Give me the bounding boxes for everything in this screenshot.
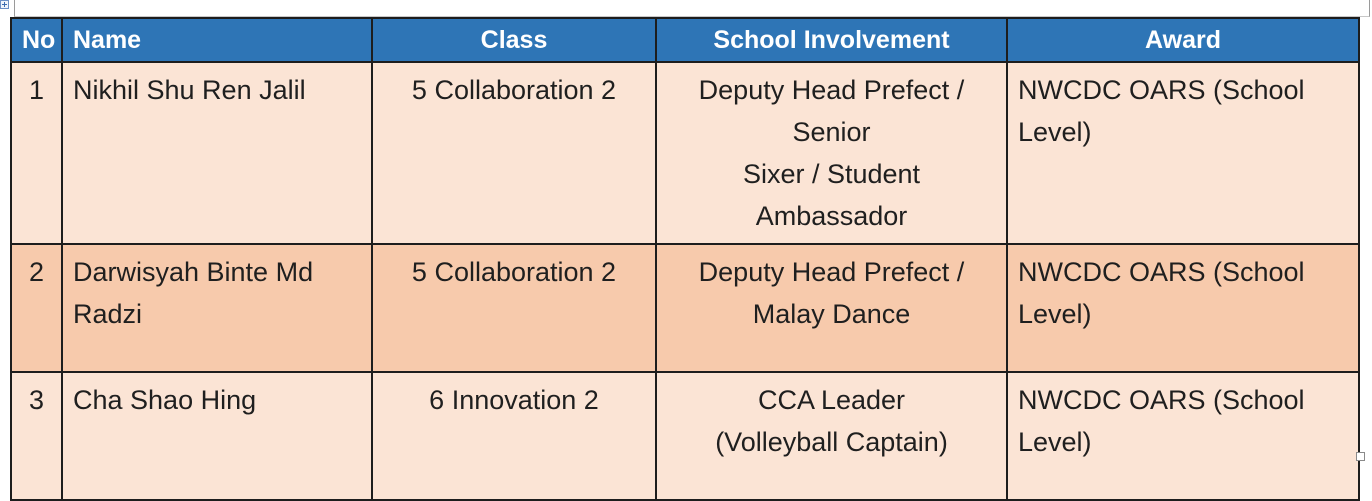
previous-table-edge	[14, 0, 1370, 17]
header-class[interactable]: Class	[371, 17, 657, 63]
cell-school-involvement[interactable]: CCA Leader (Volleyball Captain)	[655, 371, 1008, 501]
cell-class[interactable]: 5 Collaboration 2	[371, 61, 657, 245]
cell-school-involvement[interactable]: Deputy Head Prefect / Senior Sixer / Stu…	[655, 61, 1008, 245]
header-school-involvement[interactable]: School Involvement	[655, 17, 1008, 63]
cell-class[interactable]: 6 Innovation 2	[371, 371, 657, 501]
table-row: 2 Darwisyah Binte Md Radzi 5 Collaborati…	[10, 243, 1360, 373]
cell-award[interactable]: NWCDC OARS (School Level)	[1006, 61, 1360, 245]
header-award[interactable]: Award	[1006, 17, 1360, 63]
cell-no[interactable]: 3	[10, 371, 63, 501]
involvement-line: CCA Leader	[757, 385, 906, 415]
cell-class[interactable]: 5 Collaboration 2	[371, 243, 657, 373]
involvement-line: Malay Dance	[752, 299, 911, 329]
cell-award[interactable]: NWCDC OARS (School Level)	[1006, 371, 1360, 501]
cell-name[interactable]: Nikhil Shu Ren Jalil	[61, 61, 373, 245]
involvement-line: Deputy Head Prefect /	[698, 257, 965, 287]
header-name[interactable]: Name	[61, 17, 373, 63]
table-row: 3 Cha Shao Hing 6 Innovation 2 CCA Leade…	[10, 371, 1360, 501]
involvement-line: Deputy Head Prefect / Senior	[698, 75, 965, 147]
involvement-line: (Volleyball Captain)	[715, 427, 948, 457]
award-table: No Name Class School Involvement Award 1…	[10, 17, 1360, 501]
header-no[interactable]: No	[10, 17, 63, 63]
cell-name[interactable]: Darwisyah Binte Md Radzi	[61, 243, 373, 373]
cell-award[interactable]: NWCDC OARS (School Level)	[1006, 243, 1360, 373]
cell-school-involvement[interactable]: Deputy Head Prefect / Malay Dance	[655, 243, 1008, 373]
table-row: 1 Nikhil Shu Ren Jalil 5 Collaboration 2…	[10, 61, 1360, 245]
resize-handle-icon[interactable]	[1356, 452, 1365, 461]
move-handle-icon[interactable]	[0, 0, 9, 9]
cell-no[interactable]: 1	[10, 61, 63, 245]
header-row: No Name Class School Involvement Award	[10, 17, 1360, 63]
cell-no[interactable]: 2	[10, 243, 63, 373]
involvement-line: Sixer / Student Ambassador	[742, 159, 921, 231]
cell-name[interactable]: Cha Shao Hing	[61, 371, 373, 501]
